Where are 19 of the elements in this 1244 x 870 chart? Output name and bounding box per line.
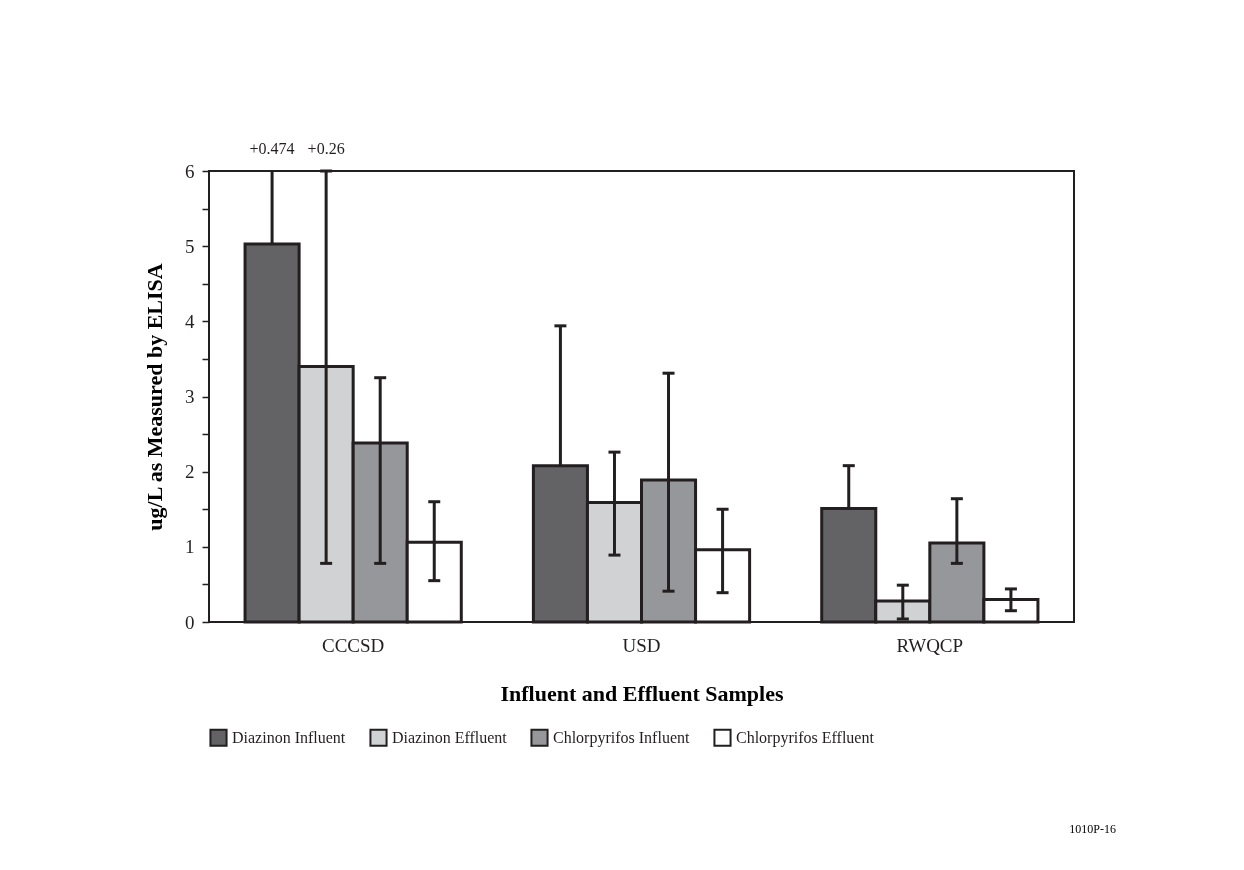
text: +0.26: [307, 140, 345, 157]
text: 1010P-16: [1068, 822, 1116, 837]
y-tick-label: 5: [185, 235, 195, 257]
legend-label: Chlorpyrifos Effluent: [736, 728, 875, 747]
x-tick-label: RWQCP: [896, 634, 964, 656]
legend-label: Diazinon Effluent: [392, 728, 508, 746]
legend-label: Diazinon Influent: [232, 728, 346, 746]
x-tick-label: CCCSD: [322, 634, 385, 656]
y-axis-title: ug/L as Measured by ELISA: [142, 263, 167, 531]
y-tick-label: 6: [185, 160, 195, 182]
text: +0.474: [249, 140, 295, 157]
legend-label: Chlorpyrifos Influent: [553, 728, 690, 747]
x-tick-label: USD: [622, 634, 661, 656]
y-tick-label: 3: [185, 386, 195, 407]
y-tick-label: 4: [185, 310, 195, 332]
y-tick-label: 2: [185, 461, 195, 483]
x-axis-title: Influent and Effluent Samples: [500, 680, 784, 706]
y-tick-label: 0: [185, 611, 195, 633]
y-tick-label: 1: [185, 536, 195, 558]
